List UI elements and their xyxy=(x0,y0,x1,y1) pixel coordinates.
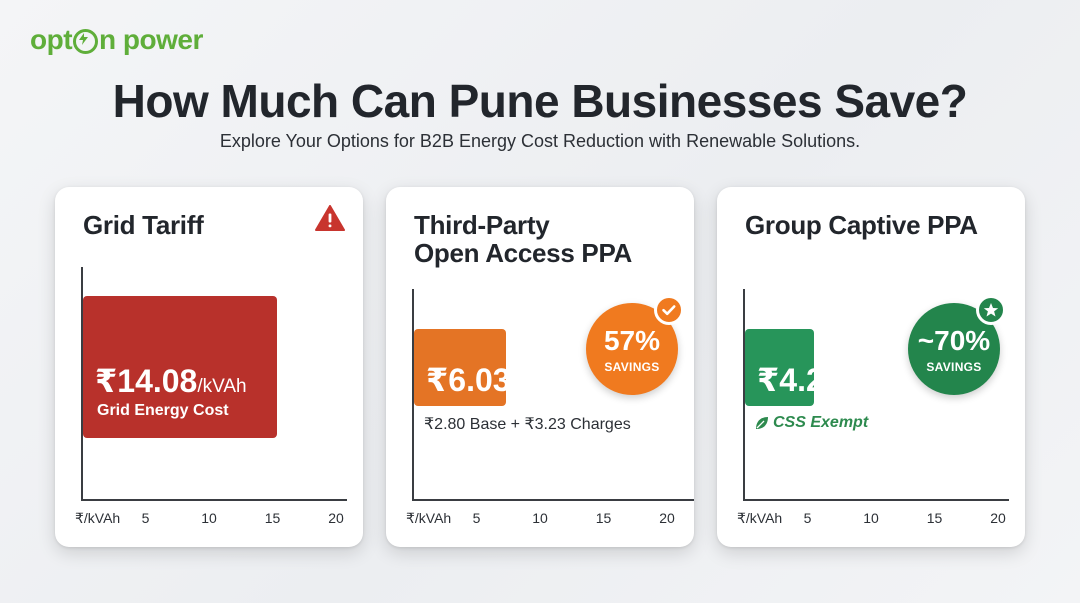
savings-percent: 57% xyxy=(603,325,661,356)
third-party-ppa-bar: ₹6.03/kVAh xyxy=(414,329,560,406)
lightning-bolt-icon xyxy=(73,28,99,54)
savings-label: SAVINGS xyxy=(926,360,982,374)
bar-value-unit: /kVAh xyxy=(197,376,247,397)
x-tick-label: 20 xyxy=(328,510,344,526)
page-title: How Much Can Pune Businesses Save? xyxy=(112,75,968,127)
savings-badge: 57% SAVINGS xyxy=(586,295,684,395)
x-tick-label: 5 xyxy=(803,510,812,526)
x-tick-label: 10 xyxy=(201,510,217,526)
bar-value-number: ₹14.08 xyxy=(95,363,198,399)
x-tick-label: 10 xyxy=(863,510,879,526)
card-title: Group Captive PPA xyxy=(745,210,978,240)
x-axis-line xyxy=(81,499,347,501)
grid-tariff-card: Grid Tariff ₹14.08/kVAh Grid Energy Cost… xyxy=(55,187,363,547)
card-title: Third-Party Open Access PPA xyxy=(414,210,633,268)
css-exempt-text: CSS Exempt xyxy=(773,414,869,431)
x-tick-label: 10 xyxy=(532,510,548,526)
x-axis-unit-label: ₹/kVAh xyxy=(406,510,452,526)
css-exempt-note: CSS Exempt xyxy=(755,414,868,432)
grid-tariff-bar: ₹14.08/kVAh Grid Energy Cost xyxy=(83,296,277,438)
x-tick-label: 5 xyxy=(141,510,150,526)
x-tick-label: 20 xyxy=(990,510,1006,526)
y-axis-line xyxy=(412,289,414,501)
warning-icon xyxy=(315,205,345,231)
x-tick-label: 15 xyxy=(264,510,281,526)
brand-logo: opt n power xyxy=(30,24,203,56)
card-title: Grid Tariff xyxy=(83,210,204,240)
brand-logo-text-start: opt xyxy=(30,24,73,55)
bar-value-label: ₹4.24/kVAh xyxy=(757,361,891,399)
bar-description: Grid Energy Cost xyxy=(97,402,229,419)
y-axis-line xyxy=(743,289,745,501)
x-axis-unit-label: ₹/kVAh xyxy=(75,510,121,526)
x-tick-label: 15 xyxy=(926,510,943,526)
savings-percent: ~70% xyxy=(917,325,991,356)
savings-badge: ~70% SAVINGS xyxy=(908,295,1006,395)
cost-breakdown-note: ₹2.80 Base + ₹3.23 Charges xyxy=(424,416,631,433)
bar-value-label: ₹14.08/kVAh xyxy=(95,362,247,400)
bar-value-unit: /kVAh xyxy=(510,375,560,396)
bar-value-number: ₹6.03 xyxy=(426,362,511,398)
x-tick-label: 20 xyxy=(659,510,675,526)
x-axis-line xyxy=(743,499,1009,501)
x-axis-unit-label: ₹/kVAh xyxy=(737,510,783,526)
x-axis-line xyxy=(412,499,694,501)
group-captive-ppa-card: Group Captive PPA ₹4.24/kVAh CSS Exempt … xyxy=(717,187,1025,547)
savings-label: SAVINGS xyxy=(604,360,660,374)
bar-value-number: ₹4.24 xyxy=(757,362,842,398)
y-axis-line xyxy=(81,267,83,501)
star-icon xyxy=(976,295,1006,325)
leaf-icon xyxy=(756,417,768,429)
group-captive-ppa-bar: ₹4.24/kVAh xyxy=(745,329,891,406)
x-tick-label: 5 xyxy=(472,510,481,526)
bar-value-label: ₹6.03/kVAh xyxy=(426,361,560,399)
page-subtitle: Explore Your Options for B2B Energy Cost… xyxy=(219,131,861,151)
third-party-ppa-card: Third-Party Open Access PPA ₹6.03/kVAh ₹… xyxy=(386,187,694,547)
brand-logo-text-end: n power xyxy=(99,24,203,55)
checkmark-icon xyxy=(654,295,684,325)
x-tick-label: 15 xyxy=(595,510,612,526)
bar-value-unit: /kVAh xyxy=(841,375,891,396)
